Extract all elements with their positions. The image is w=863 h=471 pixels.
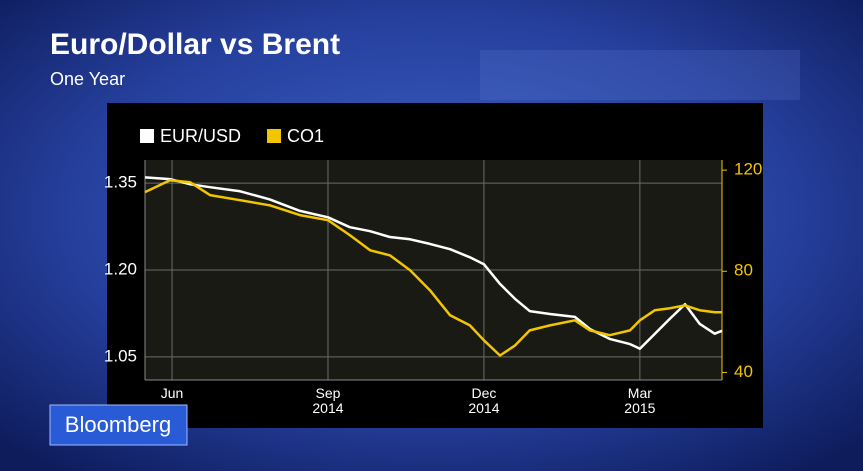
legend-swatch [140,129,154,143]
chart-subtitle: One Year [50,69,125,89]
legend-label: CO1 [287,126,324,146]
chart: 1.05 1.20 1.35 40 80 120 Jun Sep 2014 Dec 2014 Mar 2… [104,126,762,416]
y2-tick-label: 80 [734,261,753,280]
x-tick-label: Jun [161,385,184,401]
x-tick-label: Mar 2015 [624,385,655,416]
backdrop-note [480,50,800,100]
y-tick-label: 1.20 [104,259,137,278]
series-line [144,176,723,350]
series-line [144,178,722,357]
x-tick-label: Dec 2014 [468,385,499,416]
logo-box [49,404,188,446]
logo: Bloomberg [65,412,171,437]
legend-label: EUR/USD [160,126,241,146]
y-tick-label: 1.35 [104,173,137,192]
x-tick-label: Sep 2014 [312,385,343,416]
y2-tick-label: 120 [734,160,762,179]
legend-swatch [267,129,282,143]
y-tick-label: 1.05 [104,346,137,365]
chart-title: Euro/Dollar vs Brent [50,28,340,61]
y2-tick-label: 40 [734,362,753,381]
